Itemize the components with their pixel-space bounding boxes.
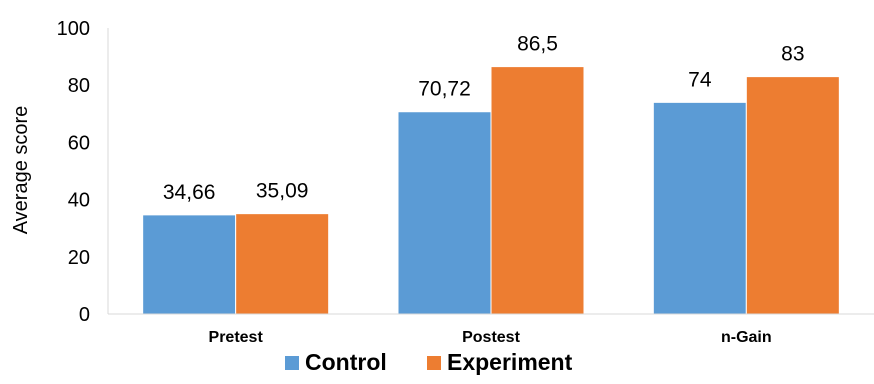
legend: Control Experiment xyxy=(285,349,573,375)
bar-control-1 xyxy=(397,111,492,315)
x-axis-ticks: Pretest Postest n-Gain xyxy=(209,329,772,346)
bar-control-2 xyxy=(652,101,747,315)
data-label: 83 xyxy=(781,43,804,66)
data-label: 86,5 xyxy=(517,33,558,56)
x-tick-label: Pretest xyxy=(209,329,264,346)
legend-item-experiment: Experiment xyxy=(427,349,573,375)
data-label: 74 xyxy=(688,68,712,91)
legend-label: Control xyxy=(305,349,387,375)
y-tick-label: 0 xyxy=(79,304,90,326)
data-labels-group: 34,66 35,09 70,72 86,5 74 83 xyxy=(163,33,805,204)
legend-item-control: Control xyxy=(285,349,387,375)
y-tick-label: 80 xyxy=(68,75,90,97)
data-label: 35,09 xyxy=(256,180,309,203)
bar-experiment-2 xyxy=(745,76,840,315)
y-tick-label: 40 xyxy=(68,190,90,212)
y-tick-label: 60 xyxy=(68,132,90,154)
y-tick-label: 20 xyxy=(68,247,90,269)
data-label: 70,72 xyxy=(418,78,471,101)
bars-group xyxy=(142,66,840,315)
y-axis-label: Average score xyxy=(10,106,32,235)
data-label: 34,66 xyxy=(163,181,216,204)
legend-swatch xyxy=(285,356,299,370)
x-tick-label: n-Gain xyxy=(721,329,772,346)
y-tick-label: 100 xyxy=(57,18,90,40)
bar-control-0 xyxy=(142,214,237,315)
bar-experiment-1 xyxy=(490,66,585,315)
legend-swatch xyxy=(427,356,441,370)
bar-experiment-0 xyxy=(235,213,330,315)
x-tick-label: Postest xyxy=(462,329,520,346)
y-axis-ticks: 0 20 40 60 80 100 xyxy=(57,18,90,326)
legend-label: Experiment xyxy=(447,349,573,375)
